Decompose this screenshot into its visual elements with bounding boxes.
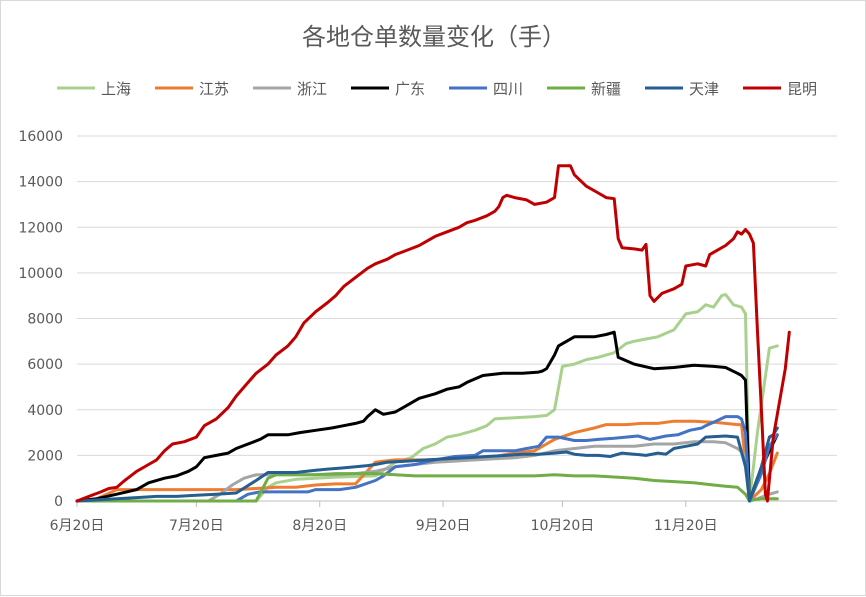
- series-line-6: [75, 472, 779, 503]
- legend-label: 昆明: [787, 80, 817, 98]
- x-tick-label: 10月20日: [531, 518, 595, 534]
- series-line-2: [75, 419, 779, 503]
- legend-label: 广东: [395, 80, 425, 98]
- series-line-3: [75, 440, 779, 503]
- legend-label: 天津: [689, 80, 719, 98]
- x-tick-label: 9月20日: [416, 518, 471, 534]
- legend-label: 四川: [493, 80, 523, 98]
- x-tick-label: 7月20日: [169, 518, 224, 534]
- y-tick-label: 8000: [27, 312, 63, 328]
- legend-label: 上海: [101, 80, 131, 98]
- x-axis: 6月20日 7月20日 8月20日 9月20日 10月20日 11月20日: [50, 500, 837, 534]
- x-tick-label: 11月20日: [654, 518, 718, 534]
- series-lines: [75, 164, 791, 503]
- series-line-5: [75, 415, 779, 503]
- series-line-1: [75, 293, 779, 503]
- y-tick-label: 12000: [18, 220, 63, 236]
- legend-label: 新疆: [591, 80, 621, 98]
- y-axis: 0 2000 4000 6000 8000 10000 12000 14000 16000: [18, 129, 63, 510]
- y-tick-label: 6000: [27, 357, 63, 373]
- x-tick-label: 6月20日: [50, 518, 105, 534]
- y-tick-label: 4000: [27, 403, 63, 419]
- x-tick-label: 8月20日: [292, 518, 347, 534]
- chart-title: 各地仓单数量变化（手）: [302, 23, 566, 51]
- y-tick-label: 14000: [18, 175, 63, 191]
- y-tick-label: 0: [54, 494, 63, 510]
- legend-label: 江苏: [199, 80, 229, 98]
- y-tick-label: 16000: [18, 129, 63, 145]
- y-tick-label: 2000: [27, 448, 63, 464]
- series-line-7: [75, 426, 779, 503]
- series-line-8: [75, 164, 791, 503]
- series-line-4: [75, 330, 779, 503]
- y-tick-label: 10000: [18, 266, 63, 282]
- legend-label: 浙江: [297, 80, 327, 98]
- legend: 上海 江苏 浙江 广东 四川 新疆 天津 昆明: [57, 80, 817, 98]
